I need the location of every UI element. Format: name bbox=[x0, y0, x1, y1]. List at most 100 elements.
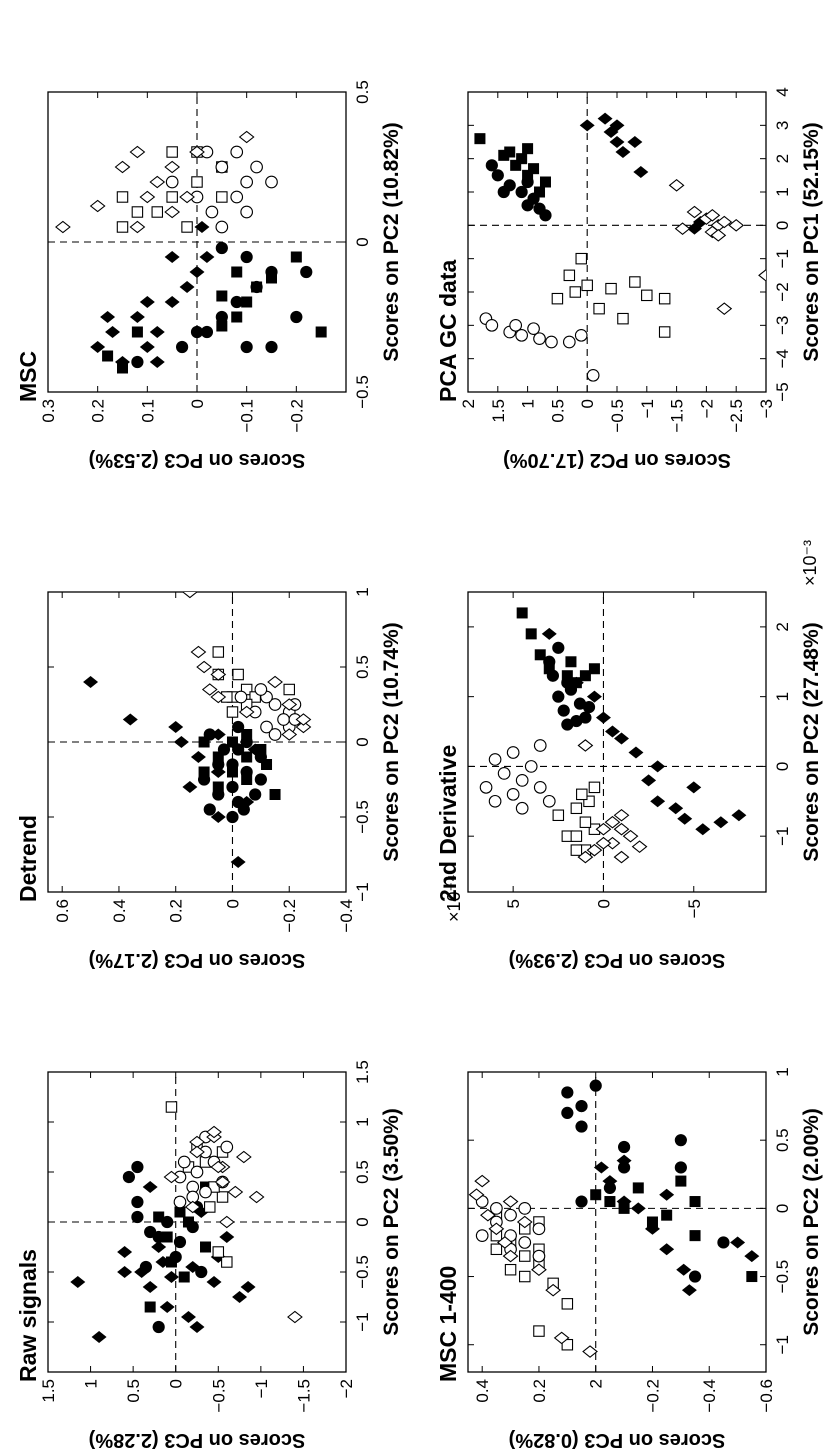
open-square-point bbox=[216, 191, 228, 203]
filled-square-point bbox=[117, 362, 129, 374]
open-diamond-point bbox=[235, 1150, 252, 1164]
filled-square-point bbox=[579, 670, 591, 682]
series-open-circle bbox=[479, 739, 556, 815]
open-diamond-point bbox=[214, 1175, 231, 1189]
y-tick-label: 0.5 bbox=[548, 399, 567, 423]
open-circle-point bbox=[533, 739, 547, 752]
x-tick-label: −0.5 bbox=[773, 1260, 792, 1294]
open-circle-point bbox=[497, 767, 511, 780]
open-circle-point bbox=[215, 220, 229, 234]
filled-diamond-point bbox=[659, 1243, 675, 1256]
open-square-point bbox=[641, 289, 653, 302]
series-open-square bbox=[552, 781, 601, 856]
panel-msc-1-400: MSC 1-400 Scores on PC2 (2.00%) Scores o… bbox=[435, 1067, 823, 1451]
panel-title: Detrend bbox=[15, 815, 41, 902]
filled-diamond-point bbox=[240, 1281, 256, 1293]
open-square-point bbox=[605, 282, 617, 295]
series-open-circle bbox=[165, 145, 278, 234]
panel-title: 2nd Derivative bbox=[435, 745, 461, 902]
filled-diamond-point bbox=[149, 356, 165, 368]
filled-square-point bbox=[241, 296, 253, 308]
filled-circle-point bbox=[197, 773, 211, 786]
y-tick-label: −0.2 bbox=[287, 399, 306, 433]
filled-circle-point bbox=[131, 355, 144, 369]
filled-square-point bbox=[510, 159, 522, 171]
open-square-point bbox=[191, 176, 203, 188]
open-square-point bbox=[216, 1191, 229, 1203]
y-tick-label: 1 bbox=[82, 1379, 101, 1388]
filled-diamond-point bbox=[159, 1301, 175, 1313]
filled-circle-point bbox=[190, 325, 204, 339]
open-circle-point bbox=[518, 1202, 532, 1215]
x-tick-label: 0.5 bbox=[773, 1128, 792, 1152]
open-diamond-point bbox=[184, 1200, 201, 1214]
filled-square-point bbox=[290, 251, 302, 263]
open-circle-point bbox=[230, 145, 244, 159]
open-diamond-point bbox=[189, 1135, 205, 1149]
filled-diamond-point bbox=[677, 812, 693, 825]
open-diamond-point bbox=[182, 592, 198, 599]
open-circle-point bbox=[504, 1208, 517, 1222]
filled-diamond-point bbox=[730, 1236, 746, 1249]
open-circle-point bbox=[173, 1195, 187, 1209]
open-diamond-point bbox=[502, 1249, 519, 1263]
y-tick-label: 0.1 bbox=[138, 399, 157, 423]
filled-circle-point bbox=[232, 743, 245, 756]
filled-diamond-point bbox=[173, 736, 189, 748]
open-diamond-point bbox=[582, 1345, 598, 1358]
y-tick-label: −2 bbox=[697, 399, 716, 418]
data-points bbox=[83, 592, 312, 868]
filled-diamond-point bbox=[628, 746, 644, 759]
x-tick-label: 0 bbox=[353, 237, 372, 246]
filled-circle-point bbox=[589, 1079, 602, 1092]
open-square-point bbox=[593, 302, 605, 315]
x-tick-label: −0.5 bbox=[353, 1255, 372, 1289]
y-tick-label: −5 bbox=[685, 899, 704, 918]
y-tick-label: 2 bbox=[587, 1379, 606, 1388]
open-circle-point bbox=[177, 1155, 191, 1169]
y-tick-label: −0.4 bbox=[337, 899, 356, 933]
x-tick-label: 1 bbox=[773, 187, 792, 196]
open-square-point bbox=[658, 292, 671, 305]
open-square-point bbox=[570, 830, 583, 842]
x-tick-label: −1 bbox=[773, 1335, 792, 1354]
filled-diamond-point bbox=[686, 781, 702, 794]
series-open-circle bbox=[234, 683, 302, 741]
open-diamond-point bbox=[468, 1188, 485, 1202]
filled-circle-point bbox=[561, 718, 574, 731]
open-circle-point bbox=[199, 1185, 212, 1199]
y-axis-label: Scores on PC2 (17.70%) bbox=[503, 449, 731, 471]
open-square-point bbox=[221, 1256, 233, 1268]
open-diamond-point bbox=[218, 1215, 235, 1229]
filled-diamond-point bbox=[681, 1284, 697, 1297]
x-tick-label: 0 bbox=[773, 221, 792, 230]
filled-circle-point bbox=[226, 780, 239, 794]
panel-2nd-derivative: 2nd Derivative Scores on PC2 (27.48%) Sc… bbox=[435, 540, 823, 971]
open-square-point bbox=[232, 668, 244, 681]
filled-circle-point bbox=[265, 265, 278, 279]
y-axis-multiplier: ×10⁻⁴ bbox=[444, 874, 464, 922]
open-diamond-point bbox=[210, 1160, 227, 1174]
x-axis-label: Scores on PC2 (2.00%) bbox=[800, 1108, 823, 1336]
filled-circle-point bbox=[240, 250, 253, 264]
y-tick-label: 1.5 bbox=[39, 1379, 58, 1403]
open-diamond-point bbox=[267, 675, 283, 689]
open-diamond-point bbox=[758, 269, 766, 282]
y-axis-label: Scores on PC3 (2.17%) bbox=[89, 949, 306, 971]
open-diamond-point bbox=[89, 199, 106, 213]
open-diamond-point bbox=[129, 145, 146, 159]
y-tick-label: 5 bbox=[504, 899, 523, 908]
x-tick-label: −0.5 bbox=[353, 375, 372, 409]
open-circle-point bbox=[506, 787, 520, 801]
open-square-point bbox=[519, 1250, 531, 1262]
open-circle-point bbox=[240, 205, 254, 219]
filled-circle-point bbox=[674, 1161, 687, 1174]
filled-diamond-point bbox=[194, 221, 210, 233]
x-axis-label: Scores on PC1 (52.15%) bbox=[800, 122, 823, 361]
open-diamond-point bbox=[502, 1195, 519, 1208]
open-diamond-point bbox=[149, 175, 166, 189]
filled-diamond-point bbox=[593, 1161, 609, 1174]
filled-circle-point bbox=[230, 295, 243, 309]
x-tick-label: 1.5 bbox=[353, 1060, 372, 1084]
filled-diamond-point bbox=[633, 166, 649, 178]
